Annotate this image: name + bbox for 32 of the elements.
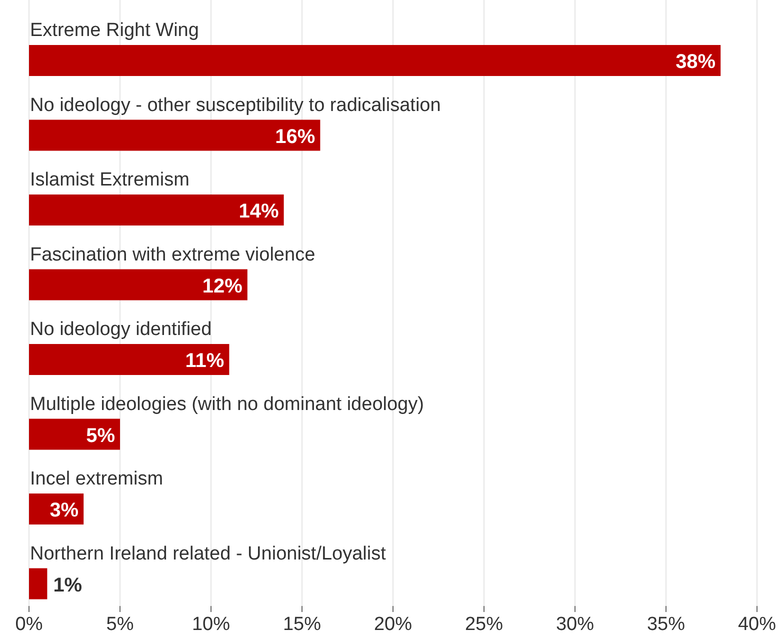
bar [29,45,721,76]
y-tick-label: Multiple ideologies (with no dominant ideology) [30,394,424,415]
data-label: 16% [275,126,316,148]
y-tick-label: Incel extremism [30,468,164,490]
x-tick-label: 20% [374,614,412,633]
data-label: 5% [86,424,116,447]
y-tick-label: No ideology - other susceptibility to radicalisation [30,94,441,116]
data-label: 3% [50,500,79,522]
bar [29,194,284,226]
y-tick-label: Extreme Right Wing [30,20,199,41]
data-label: 12% [202,275,243,298]
x-tick-label: 0% [15,614,43,633]
bar [29,344,230,375]
data-label: 38% [676,51,716,73]
data-label: 14% [238,200,280,222]
x-tick-label: 15% [282,614,322,633]
x-tick-label: 10% [192,614,230,633]
bar [29,418,120,450]
x-tick-label: 5% [106,614,134,633]
data-label: 1% [53,574,82,596]
bar [29,269,248,300]
x-tick-label: 40% [738,614,776,633]
bar [29,568,48,600]
y-tick-label: No ideology identified [30,319,212,340]
x-tick-label: 35% [646,614,686,633]
y-tick-label: Northern Ireland related - Unionist/Loyalist [30,543,387,564]
data-label: 11% [185,350,224,372]
bar [29,120,320,151]
x-tick-label: 30% [556,614,594,633]
x-tick-label: 25% [464,614,504,633]
y-tick-label: Fascination with extreme violence [30,244,316,266]
y-tick-label: Islamist Extremism [30,170,190,190]
